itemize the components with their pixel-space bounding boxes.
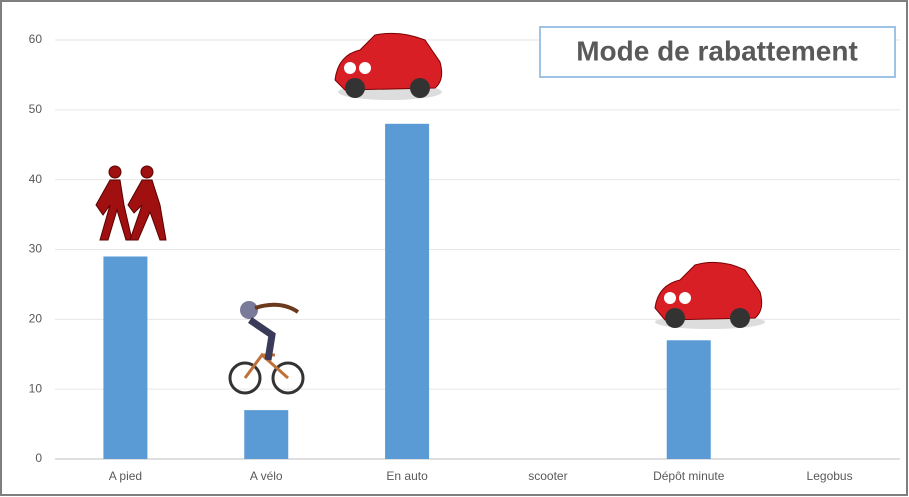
y-tick-label: 60 [29, 32, 43, 46]
chart-title: Mode de rabattement [576, 35, 858, 66]
y-tick-label: 50 [29, 102, 43, 116]
walkers-icon [95, 165, 167, 241]
cyclist-icon [228, 301, 305, 395]
y-tick-label: 0 [35, 451, 42, 465]
x-tick-label: En auto [386, 469, 428, 483]
car-icon [654, 261, 765, 329]
x-tick-label: Dépôt minute [653, 469, 725, 483]
bar [103, 256, 148, 459]
bar [666, 340, 711, 459]
x-tick-label: A vélo [250, 469, 283, 483]
x-tick-label: scooter [528, 469, 567, 483]
car-icon [334, 32, 443, 100]
x-tick-label: Legobus [807, 469, 853, 483]
bars [103, 123, 711, 460]
bar [385, 123, 430, 460]
y-tick-label: 10 [29, 381, 43, 395]
x-tick-label: A pied [109, 469, 142, 483]
y-tick-label: 30 [29, 242, 43, 256]
grid: 0 10 20 30 40 50 60 [29, 32, 900, 465]
title-box [539, 26, 896, 78]
y-tick-label: 20 [29, 312, 43, 326]
bar [244, 410, 289, 459]
y-tick-label: 40 [29, 172, 43, 186]
